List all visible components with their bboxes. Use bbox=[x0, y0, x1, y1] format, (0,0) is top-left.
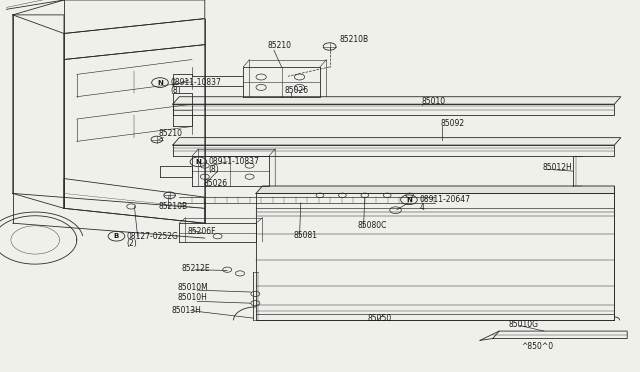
Text: N: N bbox=[195, 159, 202, 165]
Text: 85092: 85092 bbox=[440, 119, 465, 128]
Text: 08127-0252G: 08127-0252G bbox=[127, 232, 179, 241]
Text: 85026: 85026 bbox=[285, 86, 309, 95]
Text: 85010: 85010 bbox=[421, 97, 445, 106]
Text: (8): (8) bbox=[170, 86, 181, 94]
Text: 08911-10837: 08911-10837 bbox=[170, 78, 221, 87]
Polygon shape bbox=[173, 138, 621, 145]
Text: 08911-10837: 08911-10837 bbox=[209, 157, 259, 166]
Text: 85013H: 85013H bbox=[172, 306, 202, 315]
Text: 85210: 85210 bbox=[268, 41, 292, 50]
Text: 08911-20647: 08911-20647 bbox=[419, 195, 470, 204]
Text: N: N bbox=[157, 80, 163, 86]
Text: 85212E: 85212E bbox=[181, 264, 210, 273]
Text: 85210B: 85210B bbox=[159, 202, 188, 211]
Text: 85080C: 85080C bbox=[357, 221, 387, 230]
Text: B: B bbox=[114, 233, 119, 239]
Text: (8): (8) bbox=[209, 165, 220, 174]
Text: 85010H: 85010H bbox=[178, 293, 208, 302]
Text: 85012H: 85012H bbox=[543, 163, 572, 172]
Text: 85210B: 85210B bbox=[339, 35, 369, 44]
Text: (2): (2) bbox=[127, 239, 138, 248]
Text: 85010G: 85010G bbox=[509, 320, 539, 329]
Text: 85010M: 85010M bbox=[178, 283, 209, 292]
Text: 85210: 85210 bbox=[159, 129, 183, 138]
Text: 85050: 85050 bbox=[368, 314, 392, 323]
Text: N: N bbox=[406, 197, 412, 203]
Text: 4: 4 bbox=[419, 203, 424, 212]
Text: 85206F: 85206F bbox=[188, 227, 216, 236]
Text: ^850^0: ^850^0 bbox=[522, 342, 554, 351]
Polygon shape bbox=[256, 186, 614, 193]
Polygon shape bbox=[173, 97, 621, 104]
Text: 85081: 85081 bbox=[293, 231, 317, 240]
Text: 85026: 85026 bbox=[204, 179, 228, 188]
